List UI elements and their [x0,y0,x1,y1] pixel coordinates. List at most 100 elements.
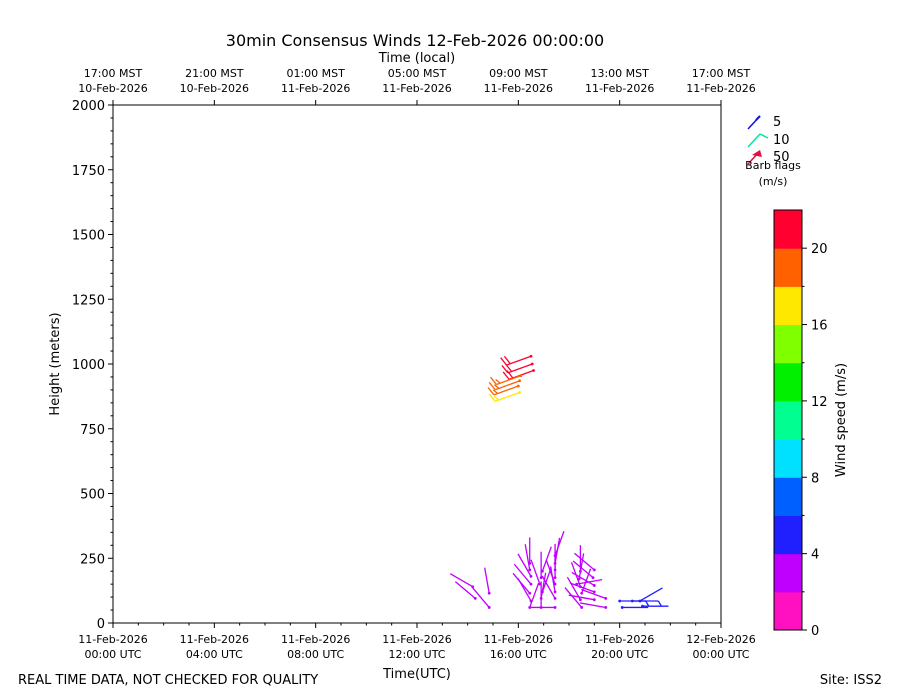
wind-barb [566,576,582,602]
barb-point [530,362,534,366]
colorbar-segment [774,324,802,364]
barb-staff [541,546,552,572]
barb-point [516,384,520,388]
wind-barb [449,573,475,589]
barb-feather [493,384,500,389]
barb-point [553,596,557,600]
wind-barb [517,578,533,603]
barb-point [592,590,596,594]
y-tick-label: 0 [97,617,105,632]
wind-barb [528,582,540,609]
wind-barb [541,575,557,600]
barb-point [592,568,596,572]
colorbar-tick-label: 4 [811,548,819,563]
top-tick-label-date: 11-Feb-2026 [585,82,654,95]
legend-entry-label: 10 [773,133,790,148]
barb-feather [645,600,650,607]
colorbar-segment [774,248,802,287]
wind-barb [569,582,596,594]
x-tick-label-time: 12:00 UTC [388,648,445,661]
barb-feather [492,389,499,395]
colorbar-tick-label: 12 [811,395,828,410]
wind-barb [502,369,535,380]
x-tick-label-date: 11-Feb-2026 [281,633,350,646]
x-tick-label-date: 11-Feb-2026 [484,633,553,646]
barb-staff [507,363,533,374]
legend-caption: Barb flags [745,159,801,172]
wind-barb [581,588,608,600]
top-tick-label-date: 10-Feb-2026 [78,82,147,95]
wind-barb [529,606,557,609]
barb-staff [540,572,547,599]
barb-feather [487,387,495,396]
barb-point [553,576,557,580]
barb-point [618,599,622,603]
barb-feather [502,371,510,380]
barb-staff [554,537,561,564]
colorbar-segment [774,477,802,516]
wind-barb [517,553,533,578]
wind-barb [454,581,477,600]
y-axis-label: Height (meters) [48,312,63,415]
wind-barb [641,604,669,608]
wind-barb [484,567,491,595]
barb-point [580,606,584,609]
top-tick-label-date: 10-Feb-2026 [180,82,249,95]
barb-point [529,354,533,358]
barb-point [604,606,608,609]
colorbar-frame [773,209,803,631]
barb-staff [506,355,532,366]
barb-staff [568,594,595,601]
barb-point [591,576,595,580]
barb-feather [490,376,497,385]
barb-feather [657,600,662,607]
colorbar-tick-label: 16 [811,319,828,334]
top-tick-label-time: 17:00 MST [84,67,143,80]
wind-barb [524,544,532,572]
wind-barb [572,560,595,580]
y-tick-label: 1250 [72,293,105,308]
barb-point [579,598,582,602]
wind-barb [580,602,608,609]
wind-speed-colorbar: 0 4 8 12 16 20 Wind speed (m/s) [773,209,849,639]
x-tick-label-date: 12-Feb-2026 [686,633,755,646]
colorbar-segment [774,553,802,593]
wind-barb [488,391,521,402]
top-tick-label-time: 01:00 MST [286,67,345,80]
chart-title: 30min Consensus Winds 12-Feb-2026 00:00:… [226,31,604,50]
top-tick-label-date: 11-Feb-2026 [382,82,451,95]
barb-feather [505,363,513,372]
barb-staff [541,575,556,599]
colorbar-tick-label: 8 [811,471,819,486]
barb-staff [581,588,606,600]
x-tick-label-time: 08:00 UTC [287,648,344,661]
colorbar-segment [774,210,802,249]
top-tick-label-time: 05:00 MST [388,67,447,80]
colorbar-tick-label: 20 [811,242,828,257]
x-tick-label-date: 11-Feb-2026 [382,633,451,646]
legend-flag-icon [752,150,762,157]
barb-point [592,598,596,602]
x-tick-label-date: 11-Feb-2026 [180,633,249,646]
barb-staff [493,385,519,396]
wind-barb [539,551,543,580]
wind-barb [549,566,557,594]
y-tick-label: 1750 [72,164,105,179]
wind-barb [620,606,649,609]
barb-staff [496,375,522,386]
wind-barb [488,379,521,391]
barb-staff [580,602,606,609]
barb-point [604,596,608,600]
colorbar-segment [774,591,802,631]
barb-staff [572,560,594,579]
barb-staff [494,380,520,391]
barb-staff [471,587,490,608]
y-tick-label: 500 [80,488,105,503]
barb-point [620,606,624,609]
wind-barb [638,587,663,603]
x-tick-label-date: 11-Feb-2026 [78,633,147,646]
barb-point [528,568,532,572]
wind-barb [564,587,584,609]
barb-point [529,582,533,586]
